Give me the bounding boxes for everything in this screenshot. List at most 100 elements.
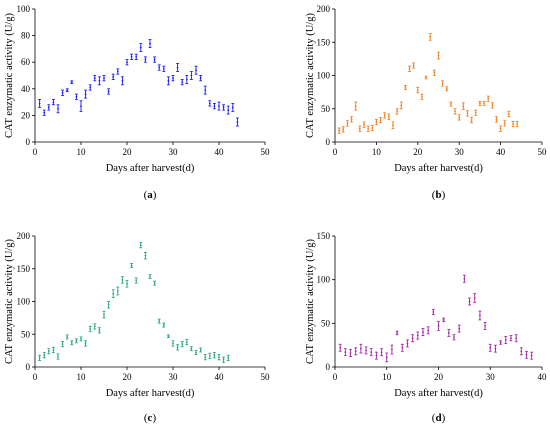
data-marker [176, 66, 179, 69]
data-marker [421, 95, 423, 98]
data-point [134, 277, 138, 284]
x-tick-label: 0 [333, 147, 338, 157]
data-point [509, 335, 513, 342]
data-marker [222, 106, 225, 109]
data-point [180, 341, 184, 348]
data-point [162, 65, 166, 72]
data-marker [339, 346, 342, 349]
data-point [431, 308, 435, 316]
data-point [416, 331, 420, 340]
data-marker [512, 123, 514, 125]
data-point [93, 323, 97, 330]
data-marker [185, 78, 188, 81]
data-marker [121, 79, 124, 82]
data-point [102, 310, 106, 319]
data-marker [70, 81, 73, 84]
data-marker [370, 351, 373, 354]
data-point [453, 108, 457, 115]
data-point [515, 120, 519, 128]
data-marker [454, 110, 456, 113]
x-tick-label: 20 [123, 372, 133, 382]
data-marker [57, 107, 59, 110]
data-point [185, 75, 189, 84]
data-point [217, 354, 221, 361]
data-point [379, 116, 382, 124]
data-marker [387, 115, 390, 118]
data-marker [204, 89, 207, 92]
data-marker [47, 106, 50, 109]
data-point [226, 105, 230, 115]
y-axis-title: CAT enzymatic activity (U/g) [305, 13, 316, 138]
data-marker [437, 54, 440, 57]
data-marker [392, 124, 394, 127]
data-marker [359, 347, 362, 350]
data-point [42, 109, 46, 116]
data-marker [199, 349, 202, 351]
data-marker [470, 119, 473, 121]
data-point [473, 293, 477, 303]
data-point [144, 56, 147, 63]
y-tick-label: 0 [326, 137, 331, 147]
data-marker [453, 336, 455, 339]
y-tick-label: 200 [317, 4, 331, 14]
data-point [369, 348, 373, 357]
data-marker [350, 118, 353, 121]
data-point [457, 324, 461, 333]
x-tick-label: 30 [169, 372, 179, 382]
data-marker [363, 123, 365, 126]
data-marker [462, 105, 465, 107]
data-point [366, 125, 370, 132]
data-point [499, 340, 502, 345]
data-point [406, 339, 409, 348]
data-point [222, 356, 225, 363]
y-tick-label: 50 [21, 329, 31, 339]
data-point [514, 334, 518, 343]
data-point [190, 346, 193, 352]
data-marker [218, 105, 220, 107]
x-tick-label: 20 [413, 147, 423, 157]
data-marker [52, 101, 55, 103]
data-point [203, 354, 207, 361]
data-point [93, 75, 97, 82]
data-point [343, 348, 347, 357]
data-point [483, 322, 487, 330]
data-point [442, 317, 446, 323]
data-marker [503, 122, 506, 125]
data-marker [199, 77, 202, 80]
data-point [337, 127, 341, 134]
data-point [499, 125, 502, 132]
data-marker [380, 351, 383, 354]
data-marker [487, 97, 490, 100]
data-marker [450, 103, 452, 105]
data-marker [195, 351, 197, 354]
data-point [144, 251, 147, 260]
x-tick-label: 40 [215, 147, 225, 157]
data-point [88, 325, 92, 333]
data-marker [371, 127, 374, 129]
data-marker [504, 339, 507, 341]
data-marker [112, 75, 115, 78]
data-point [153, 56, 156, 63]
data-point [482, 100, 486, 106]
data-marker [222, 358, 225, 361]
data-point [395, 108, 399, 115]
data-marker [139, 244, 142, 247]
data-point [412, 62, 416, 69]
data-point [107, 301, 110, 309]
data-point [437, 321, 440, 331]
data-point [185, 339, 189, 346]
data-marker [473, 297, 476, 299]
data-point [222, 104, 225, 111]
data-marker [84, 342, 87, 345]
data-marker [516, 123, 519, 125]
data-point [213, 352, 216, 359]
data-marker [445, 87, 448, 90]
y-tick-label: 150 [17, 264, 31, 274]
y-tick-label: 0 [326, 362, 331, 372]
data-point [203, 85, 207, 95]
data-point [208, 352, 212, 359]
x-tick-label: 50 [261, 372, 271, 382]
data-marker [474, 111, 477, 114]
data-marker [422, 331, 424, 333]
